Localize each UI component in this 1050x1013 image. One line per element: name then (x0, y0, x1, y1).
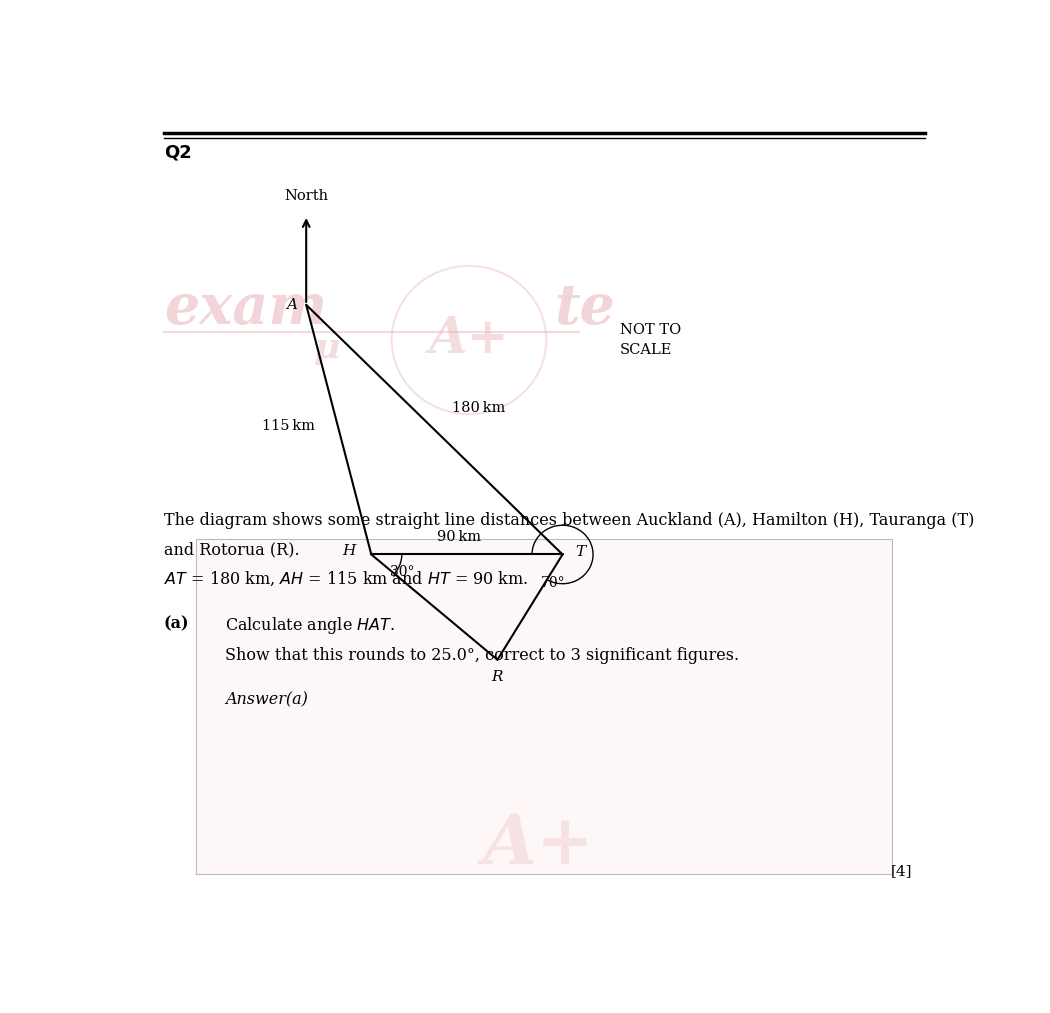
Text: 90 km: 90 km (437, 530, 481, 544)
Text: μ: μ (314, 331, 341, 365)
Text: Calculate angle $HAT$.: Calculate angle $HAT$. (225, 615, 395, 636)
Text: te: te (554, 282, 615, 336)
Text: The diagram shows some straight line distances between Auckland (A), Hamilton (H: The diagram shows some straight line dis… (164, 512, 974, 529)
Text: NOT TO
SCALE: NOT TO SCALE (620, 323, 680, 357)
Text: Show that this rounds to 25.0°, correct to 3 significant figures.: Show that this rounds to 25.0°, correct … (225, 646, 739, 664)
Text: A+: A+ (482, 810, 594, 878)
Text: Q2: Q2 (164, 144, 191, 162)
Text: H: H (342, 544, 355, 557)
Bar (196, 539, 893, 874)
Text: exam: exam (164, 282, 327, 336)
Text: Answer(a): Answer(a) (225, 692, 308, 709)
Text: R: R (491, 670, 503, 684)
Text: $AT$ = 180 km, $AH$ = 115 km and $HT$ = 90 km.: $AT$ = 180 km, $AH$ = 115 km and $HT$ = … (164, 570, 528, 589)
Text: and Rotorua (R).: and Rotorua (R). (164, 541, 299, 558)
Text: North: North (285, 189, 329, 204)
Text: (a): (a) (164, 615, 189, 632)
Text: T: T (575, 545, 586, 559)
Text: 180 km: 180 km (453, 401, 506, 415)
Text: [4]: [4] (891, 864, 912, 878)
Text: 30°: 30° (390, 564, 415, 578)
Text: A+: A+ (428, 315, 509, 365)
Text: 70°: 70° (541, 575, 565, 590)
Text: A: A (286, 298, 297, 312)
Text: 115 km: 115 km (261, 418, 315, 433)
